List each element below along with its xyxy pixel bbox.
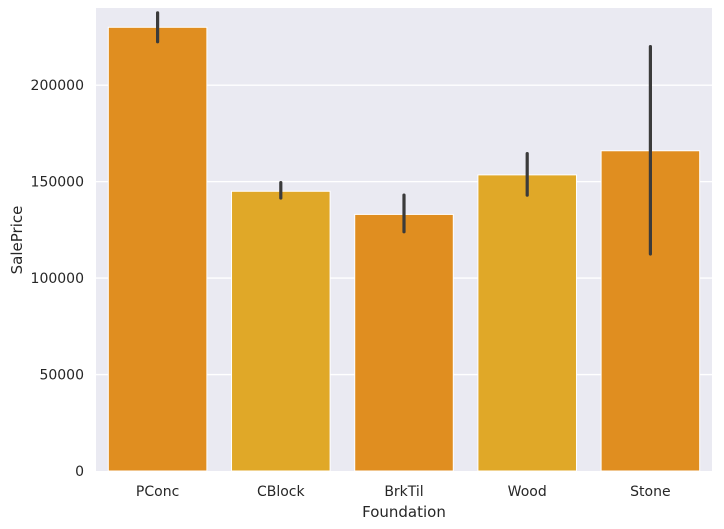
y-tick-label: 200000 — [31, 78, 84, 94]
error-bars — [156, 11, 653, 256]
y-axis-label: SalePrice — [8, 206, 26, 275]
x-axis-label: Foundation — [362, 503, 446, 521]
y-tick-label: 150000 — [31, 175, 84, 191]
x-tick-label-stone: Stone — [630, 484, 670, 500]
x-tick-label-cblock: CBlock — [257, 484, 306, 500]
y-tick-label: 100000 — [31, 271, 84, 287]
y-tick-label: 50000 — [39, 368, 84, 384]
bar-brktil — [354, 213, 454, 472]
x-tick-label-brktil: BrkTil — [384, 484, 423, 500]
bars — [107, 26, 701, 472]
bar-cblock — [231, 190, 331, 472]
bar-pconc — [107, 26, 208, 472]
x-tick-label-wood: Wood — [508, 484, 547, 500]
y-tick-label: 0 — [75, 464, 84, 480]
y-axis-ticks: 0 50000 100000 150000 200000 — [31, 78, 84, 480]
x-tick-label-pconc: PConc — [136, 484, 179, 500]
bar-wood — [477, 174, 577, 472]
x-axis-ticks: PConc CBlock BrkTil Wood Stone — [136, 484, 671, 500]
